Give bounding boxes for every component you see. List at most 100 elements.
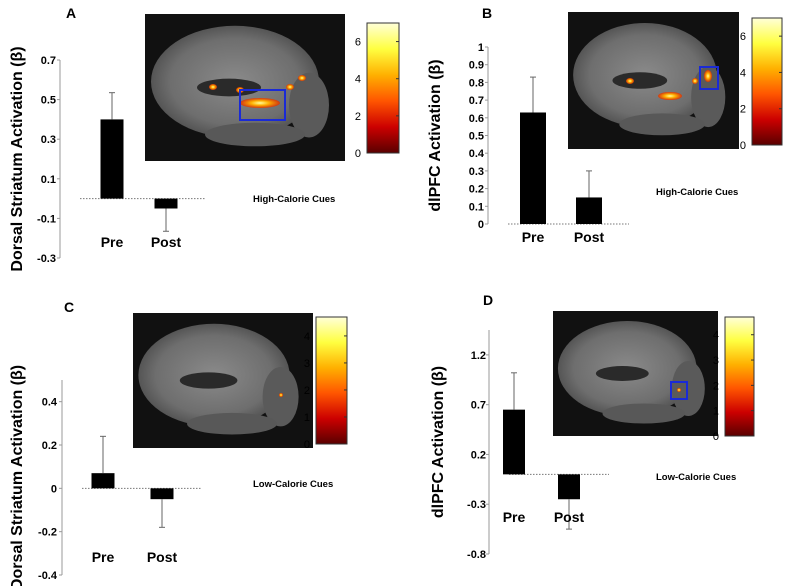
activation-blob bbox=[209, 84, 217, 90]
y-tick-label: 0.1 bbox=[41, 174, 56, 186]
activation-blob bbox=[286, 84, 294, 90]
colorbar-tick-label: 0 bbox=[304, 439, 310, 451]
activation-blob bbox=[240, 98, 280, 108]
activation-blob bbox=[677, 388, 681, 392]
colorbar-tick-label: 3 bbox=[713, 355, 719, 367]
category-label: Post bbox=[151, 234, 182, 250]
brainstem-shape bbox=[205, 122, 305, 147]
panels: A Dorsal Striatum Activation (β) 0.7 0.5 0.3… bbox=[9, 5, 783, 586]
y-tick-label: 0.1 bbox=[469, 201, 484, 213]
y-tick-label: -0.1 bbox=[37, 213, 56, 225]
y-tick-label: -0.4 bbox=[38, 570, 58, 582]
category-label: Pre bbox=[503, 509, 526, 525]
activation-blob bbox=[279, 393, 283, 397]
ventricle-shape bbox=[179, 372, 238, 389]
y-tick-label: 0.8 bbox=[469, 77, 484, 89]
y-axis-label: dlPFC Activation (β) bbox=[427, 59, 444, 211]
brainstem-shape bbox=[187, 412, 277, 435]
brain-scan-image bbox=[133, 313, 313, 448]
category-label: Pre bbox=[522, 229, 545, 245]
bar-post bbox=[558, 474, 580, 500]
y-tick-label: -0.8 bbox=[467, 549, 486, 561]
colorbar-tick-label: 2 bbox=[740, 104, 746, 116]
ventricle-shape bbox=[197, 78, 261, 97]
brain-scan-image bbox=[145, 14, 345, 161]
y-tick-label: 0.9 bbox=[469, 60, 484, 72]
bar-post bbox=[150, 488, 174, 500]
y-tick-label: 0 bbox=[478, 219, 484, 231]
y-tick-label: 0.3 bbox=[469, 166, 484, 178]
brainstem-shape bbox=[619, 113, 705, 136]
colorbar-tick-label: 2 bbox=[304, 385, 310, 397]
bar-post bbox=[576, 197, 602, 224]
category-label: Post bbox=[554, 509, 585, 525]
y-tick-label: 0.6 bbox=[469, 113, 484, 125]
brain-scan-image bbox=[553, 311, 718, 436]
colorbar-tick-label: 0 bbox=[355, 148, 361, 160]
y-tick-label: 0.5 bbox=[469, 131, 484, 143]
panel-letter: B bbox=[482, 5, 492, 21]
cue-label: Low-Calorie Cues bbox=[656, 472, 736, 483]
colorbar-tick-label: 0 bbox=[740, 140, 746, 152]
activation-blob bbox=[692, 78, 698, 84]
y-tick-label: 0.7 bbox=[471, 400, 486, 412]
cerebellum-shape bbox=[289, 72, 329, 138]
y-tick-label: -0.2 bbox=[38, 527, 57, 539]
activation-blob bbox=[704, 70, 712, 82]
y-tick-label: -0.3 bbox=[467, 499, 486, 511]
roi-box bbox=[670, 381, 688, 400]
y-tick-label: 0.5 bbox=[41, 95, 56, 107]
colorbar-tick-label: 6 bbox=[355, 37, 361, 49]
y-tick-label: 0.4 bbox=[469, 148, 485, 160]
y-tick-label: 0 bbox=[51, 483, 57, 495]
category-label: Post bbox=[574, 229, 605, 245]
y-tick-label: 0.4 bbox=[42, 397, 58, 409]
colorbar bbox=[724, 316, 755, 437]
colorbar-tick-label: 2 bbox=[355, 111, 361, 123]
panel-letter: C bbox=[64, 299, 74, 315]
bar-pre bbox=[100, 119, 124, 199]
bar-pre bbox=[520, 112, 546, 224]
y-tick-label: 0.2 bbox=[471, 449, 486, 461]
colorbar bbox=[366, 22, 400, 154]
cue-label: Low-Calorie Cues bbox=[253, 479, 333, 490]
colorbar-tick-label: 6 bbox=[740, 31, 746, 43]
cerebellum-shape bbox=[671, 361, 705, 416]
colorbar-tick-label: 4 bbox=[304, 331, 310, 343]
category-label: Pre bbox=[101, 234, 124, 250]
y-axis-label: Dorsal Striatum Activation (β) bbox=[9, 365, 26, 586]
y-tick-label: 0.7 bbox=[469, 95, 484, 107]
y-tick-label: 0.7 bbox=[41, 55, 56, 67]
y-tick-label: -0.3 bbox=[37, 253, 56, 265]
colorbar-tick-label: 0 bbox=[713, 431, 719, 443]
activation-blob bbox=[626, 78, 634, 84]
bar-pre bbox=[91, 473, 115, 489]
y-tick-label: 0.2 bbox=[42, 440, 57, 452]
panel-letter: D bbox=[483, 292, 493, 308]
activation-blob bbox=[658, 92, 682, 100]
roi-box bbox=[699, 66, 719, 90]
colorbar bbox=[315, 316, 348, 445]
bar-post bbox=[154, 198, 178, 209]
cue-label: High-Calorie Cues bbox=[656, 187, 738, 198]
colorbar-tick-label: 4 bbox=[713, 330, 719, 342]
y-tick-label: 1 bbox=[478, 42, 484, 54]
cue-label: High-Calorie Cues bbox=[253, 194, 335, 205]
roi-box bbox=[239, 89, 286, 121]
colorbar-tick-label: 4 bbox=[740, 67, 746, 79]
colorbar-tick-label: 4 bbox=[355, 74, 361, 86]
colorbar-tick-label: 1 bbox=[304, 412, 310, 424]
y-axis-label: dlPFC Activation (β) bbox=[430, 366, 447, 518]
colorbar-tick-label: 3 bbox=[304, 358, 310, 370]
colorbar-tick-label: 1 bbox=[713, 406, 719, 418]
y-tick-label: 0.2 bbox=[469, 184, 484, 196]
ventricle-shape bbox=[595, 366, 649, 381]
category-label: Pre bbox=[92, 549, 115, 565]
category-label: Post bbox=[147, 549, 178, 565]
ventricle-shape bbox=[612, 72, 668, 89]
colorbar bbox=[751, 17, 783, 146]
colorbar-tick-label: 2 bbox=[713, 380, 719, 392]
activation-blob bbox=[298, 75, 306, 81]
